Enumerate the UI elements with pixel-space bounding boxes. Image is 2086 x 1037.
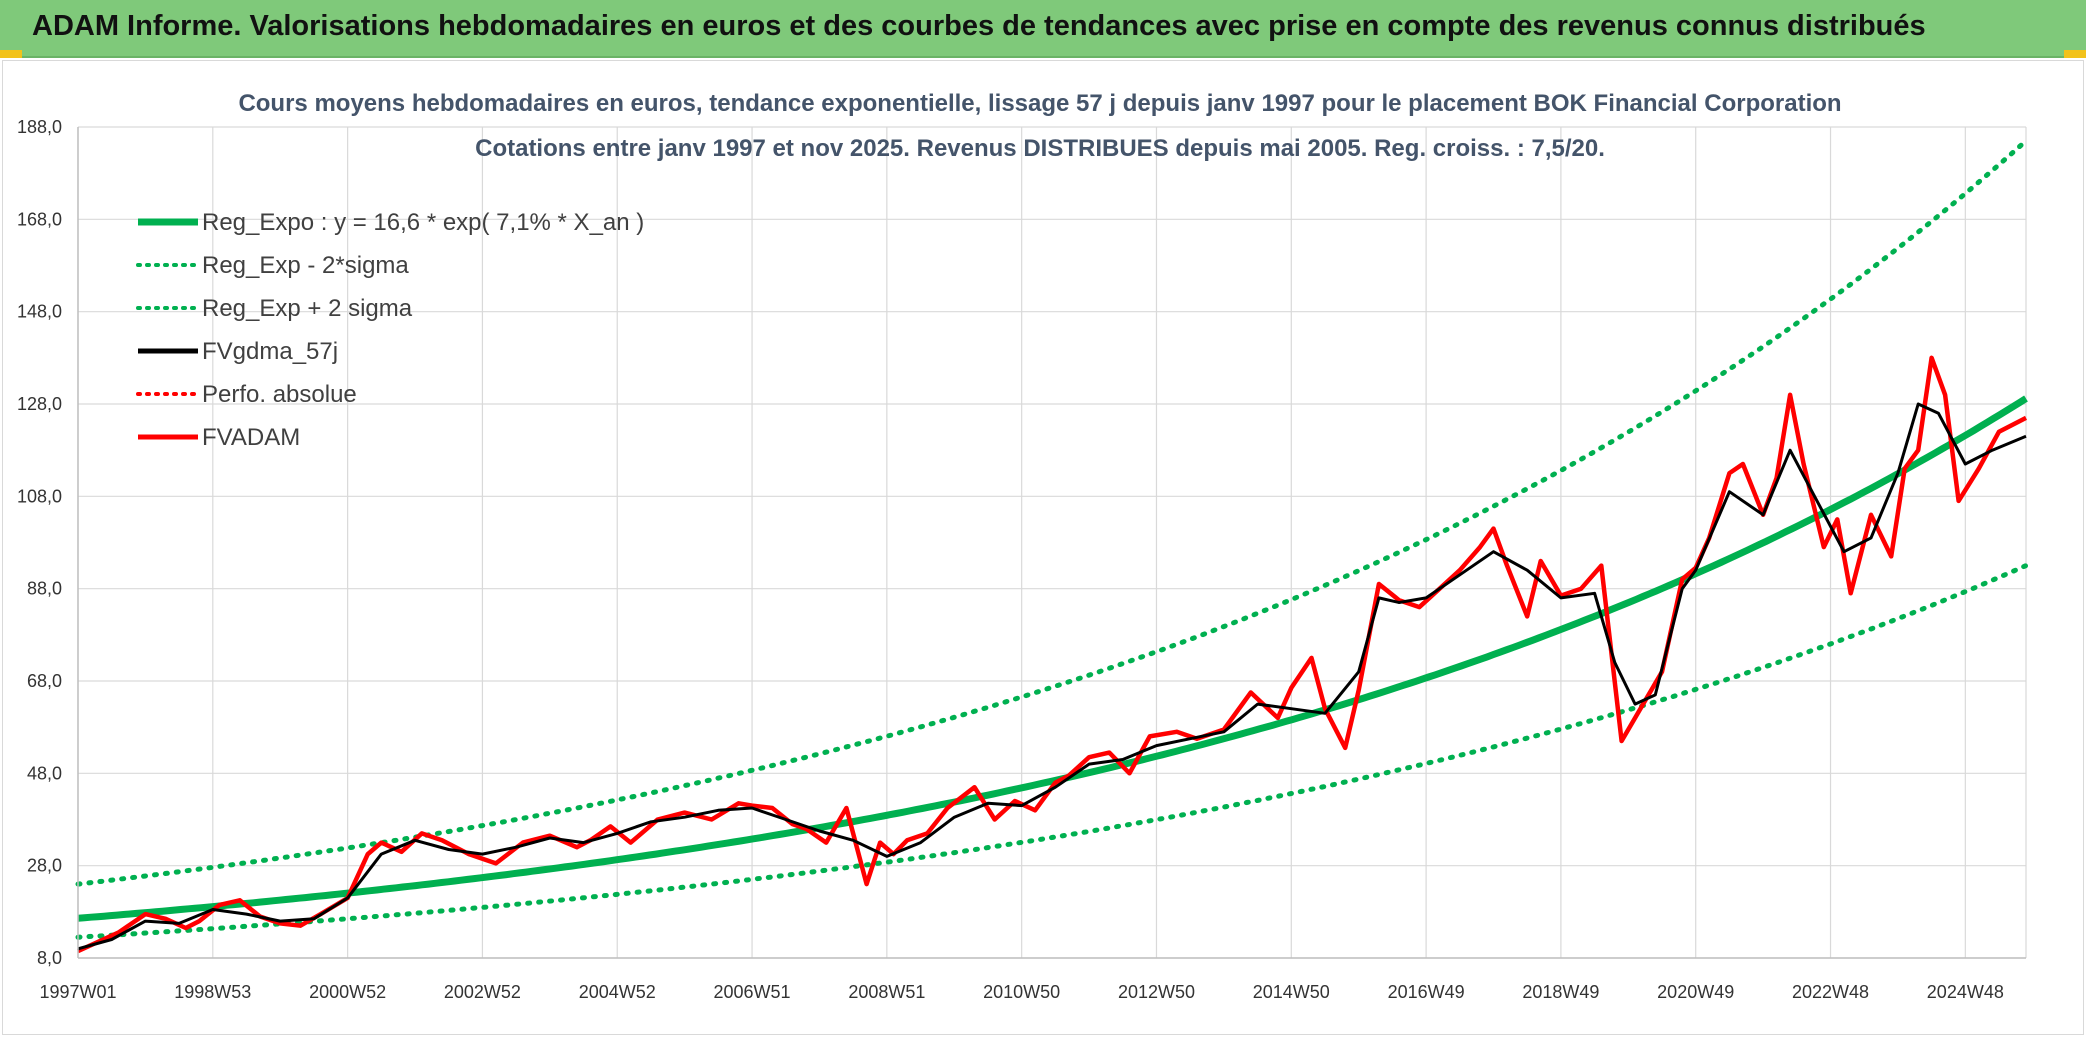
y-tick-label: 8,0 (37, 948, 62, 968)
legend-label: FVgdma_57j (202, 338, 338, 365)
chart-subtitle: Cotations entre janv 1997 et nov 2025. R… (475, 135, 1605, 162)
series-reg-exp-minus-2sigma (75, 563, 2029, 940)
x-tick-label: 2000W52 (309, 982, 386, 1002)
series-reg-exp-plus-2sigma (75, 138, 2029, 887)
banner-title: ADAM Informe. Valorisations hebdomadaire… (32, 10, 1926, 42)
y-tick-label: 28,0 (27, 856, 62, 876)
y-tick-label: 68,0 (27, 671, 62, 691)
x-tick-label: 2004W52 (579, 982, 656, 1002)
axis-layer: 8,0 28,0 48,0 68,0 88,0 108,0 128,0 148,0 168,0 1… (17, 117, 2026, 1002)
y-tick-label: 168,0 (17, 209, 62, 229)
x-tick-label: 2010W50 (983, 982, 1060, 1002)
y-tick-label: 48,0 (27, 763, 62, 783)
grid-layer (77, 126, 2027, 959)
legend-label: FVADAM (202, 424, 300, 451)
x-tick-label: 2022W48 (1792, 982, 1869, 1002)
y-tick-label: 128,0 (17, 394, 62, 414)
legend-label: Perfo. absolue (202, 381, 357, 408)
x-tick-label: 2002W52 (444, 982, 521, 1002)
legend-label: Reg_Exp + 2 sigma (202, 295, 413, 322)
x-tick-label: 2006W51 (714, 982, 791, 1002)
chart-title: Cours moyens hebdomadaires en euros, ten… (238, 90, 1841, 117)
x-tick-label: 2018W49 (1522, 982, 1599, 1002)
series-layer (75, 138, 2029, 954)
x-tick-label: 2012W50 (1118, 982, 1195, 1002)
y-tick-label: 88,0 (27, 579, 62, 599)
x-tick-label: 2020W49 (1657, 982, 1734, 1002)
series-reg-expo (77, 395, 2028, 922)
x-tick-label: 2016W49 (1388, 982, 1465, 1002)
x-tick-label: 2008W51 (848, 982, 925, 1002)
x-tick-label: 2024W48 (1927, 982, 2004, 1002)
banner-corner-right (2064, 50, 2086, 58)
series-fvadam (77, 355, 2028, 954)
x-tick-label: 2014W50 (1253, 982, 1330, 1002)
legend-label: Reg_Exp - 2*sigma (202, 252, 409, 279)
legend-label: Reg_Expo : y = 16,6 * exp( 7,1% * X_an ) (202, 209, 644, 236)
y-tick-label: 148,0 (17, 302, 62, 322)
chart-frame (2, 60, 2084, 1035)
series-fvgdma-57j (77, 402, 2027, 951)
banner-corner-left (0, 50, 22, 58)
legend-layer: Reg_Expo : y = 16,6 * exp( 7,1% * X_an )… (136, 209, 644, 451)
y-tick-label: 188,0 (17, 117, 62, 137)
title-banner: ADAM Informe. Valorisations hebdomadaire… (0, 0, 2086, 58)
y-tick-label: 108,0 (17, 486, 62, 506)
x-tick-label: 1997W01 (39, 982, 116, 1002)
x-tick-label: 1998W53 (174, 982, 251, 1002)
